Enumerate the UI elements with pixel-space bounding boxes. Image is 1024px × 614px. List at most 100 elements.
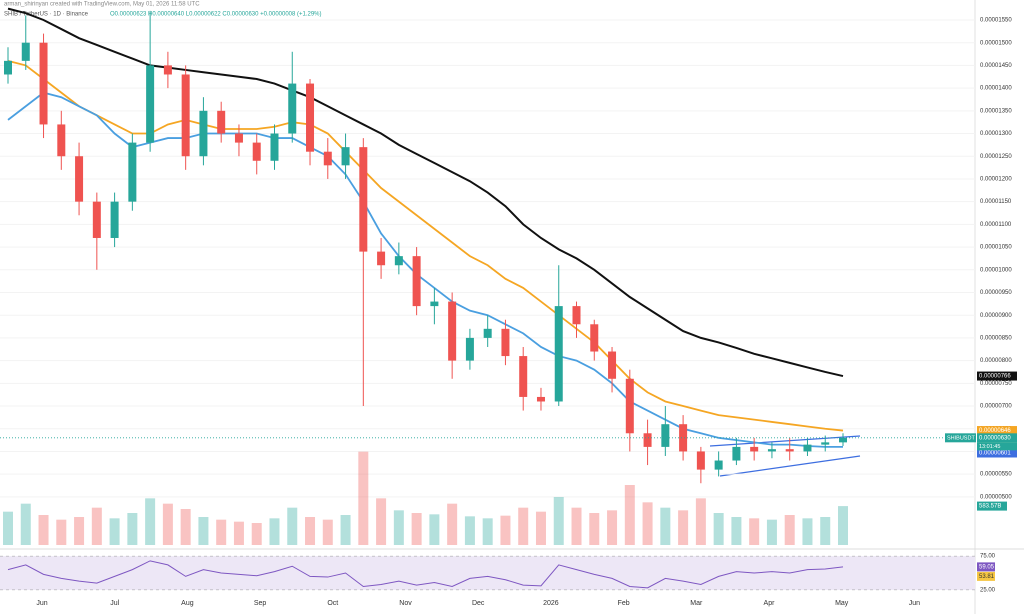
x-tick-label: Dec	[472, 600, 485, 607]
candle-body	[270, 133, 279, 161]
y-tick-label: 0.00001100	[980, 222, 1012, 228]
volume-bar	[642, 502, 653, 545]
candle-body	[696, 451, 705, 470]
y-tick-label: 0.00001200	[980, 177, 1012, 183]
volume-bar	[393, 510, 404, 545]
candle-body	[803, 444, 812, 452]
volume-bar	[340, 515, 351, 545]
candle-body	[110, 201, 119, 238]
candle-body	[128, 142, 137, 202]
candle-body	[661, 424, 670, 447]
volume-bar	[660, 507, 671, 545]
volume-bar	[180, 509, 191, 545]
candle-body	[181, 74, 190, 157]
volume-bar	[464, 516, 475, 545]
candle-body	[234, 133, 243, 143]
x-tick-label: Oct	[327, 600, 338, 607]
rsi-line	[7, 560, 844, 589]
x-tick-label: Feb	[618, 600, 630, 607]
candle-body	[767, 449, 776, 452]
y-tick-label: 0.00001550	[980, 18, 1012, 24]
countdown-badge	[977, 442, 1017, 451]
x-tick-label: Aug	[181, 600, 194, 607]
candle-body	[732, 446, 741, 461]
y-tick-label: 0.00001450	[980, 63, 1012, 69]
y-tick-label: 0.00000900	[980, 313, 1012, 319]
volume-bar	[589, 513, 600, 545]
volume-bar	[233, 521, 244, 545]
y-tick-label: 0.00000700	[980, 404, 1012, 410]
candle-body	[519, 356, 528, 397]
candle-body	[430, 301, 439, 307]
volume-bar	[376, 498, 387, 545]
price-badge	[977, 426, 1017, 436]
y-tick-label: 0.00000750	[980, 381, 1012, 387]
volume-bar	[784, 515, 795, 545]
rsi-tick-label: 25.00	[980, 587, 996, 593]
rsi-band	[0, 556, 975, 590]
moving-average	[7, 91, 843, 448]
symbol-label: SHIBUSDT	[947, 435, 975, 441]
candle-body	[57, 124, 66, 157]
volume-bar	[251, 523, 262, 545]
candle-body	[501, 328, 510, 357]
x-tick-label: Jun	[36, 600, 47, 607]
candle-body	[359, 147, 368, 252]
candle-body	[21, 42, 30, 61]
x-tick-label: Sep	[254, 600, 267, 607]
volume-bar	[731, 517, 742, 545]
y-tick-label: 0.00000850	[980, 335, 1012, 341]
volume-bar	[216, 519, 227, 545]
volume-bar	[269, 518, 280, 545]
candle-body	[412, 256, 421, 307]
symbol-badge	[945, 433, 976, 443]
y-tick-label: 0.00001400	[980, 86, 1012, 92]
candle-body	[643, 433, 652, 447]
x-tick-label: Jul	[110, 600, 119, 607]
y-tick-label: 0.00000500	[980, 494, 1012, 500]
volume-bar	[482, 518, 493, 545]
volume-badge	[977, 501, 1007, 511]
countdown-label: 13:01:45	[979, 444, 1000, 450]
candle-body	[323, 151, 332, 166]
y-tick-label: 0.00000950	[980, 290, 1012, 296]
candle-body	[679, 424, 688, 452]
candle-body	[146, 65, 155, 143]
y-tick-label: 0.00001350	[980, 108, 1012, 114]
x-tick-label: Nov	[399, 600, 412, 607]
ohlc-header: O0.00000623 H0.00000640 L0.00000622 C0.0…	[110, 12, 322, 18]
y-tick-label: 0.00001050	[980, 245, 1012, 251]
volume-bar	[305, 517, 316, 545]
price-badge-label: 0.00000766	[979, 374, 1011, 380]
candle-body	[536, 396, 545, 402]
attribution: arman_shirinyan created with TradingView…	[4, 2, 200, 8]
price-badge	[977, 433, 1017, 443]
candle-body	[4, 60, 12, 75]
price-badge-label: 0.00000630	[979, 435, 1011, 441]
y-tick-label: 0.00000550	[980, 472, 1012, 478]
volume-bar	[749, 518, 760, 545]
x-tick-label: 2026	[543, 600, 559, 607]
volume-bar	[678, 510, 689, 545]
volume-bar	[162, 503, 173, 545]
candle-body	[377, 251, 386, 266]
symbol-title: SHIB / TetherUS · 1D · Binance	[4, 12, 89, 18]
volume-bar	[3, 511, 13, 545]
volume-bar	[198, 517, 209, 545]
candle-body	[448, 301, 457, 361]
candle-body	[839, 437, 847, 443]
volume-bar	[91, 507, 102, 545]
volume-bar	[713, 513, 724, 545]
candle-body	[608, 351, 617, 379]
candle-body	[92, 201, 101, 238]
pattern-lower	[719, 455, 861, 477]
price-badge	[977, 371, 1017, 381]
rsi-badge-label: 59.05	[979, 564, 995, 570]
rsi-badge	[977, 562, 995, 572]
volume-bar	[518, 507, 529, 545]
y-tick-label: 0.00001500	[980, 40, 1012, 46]
y-tick-label: 0.00001150	[980, 199, 1012, 205]
candle-body	[465, 337, 474, 361]
